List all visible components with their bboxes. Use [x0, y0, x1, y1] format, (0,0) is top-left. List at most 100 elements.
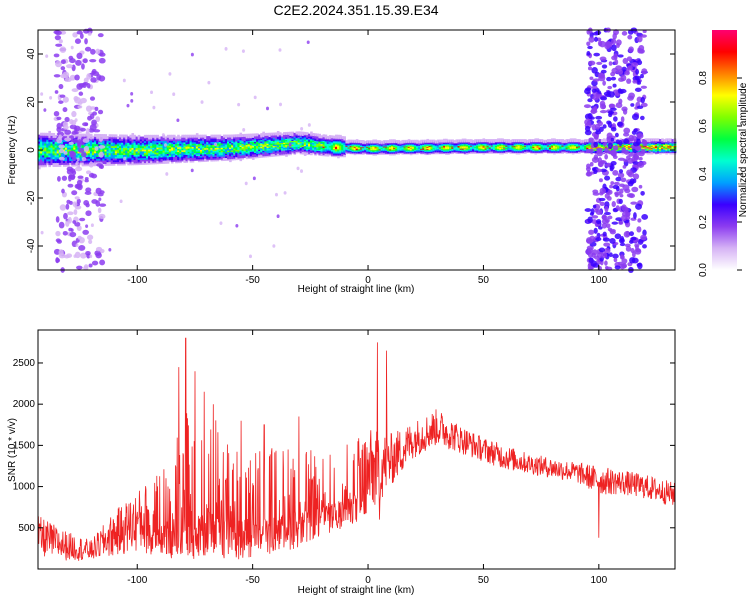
spectrogram-cell: [158, 151, 162, 155]
spectrogram-cell: [318, 133, 322, 137]
spectrogram-cell: [154, 151, 157, 155]
spectrogram-cell: [185, 142, 189, 146]
spectrogram-cell: [409, 139, 413, 143]
spectrogram-cell: [62, 133, 66, 137]
spectrogram-cell: [422, 139, 425, 143]
spectrogram-cell: [210, 134, 214, 138]
spectrogram-cell: [48, 164, 51, 168]
spectrogram-cell: [112, 134, 116, 138]
spectrogram-cell: [499, 138, 502, 142]
spectrogram-cell: [131, 133, 135, 137]
spectrogram-cell: [158, 143, 162, 147]
spectrogram-cell: [175, 149, 178, 153]
spectrogram-cell: [154, 149, 157, 153]
spectrogram-cell: [125, 158, 128, 162]
spectrogram-cell: [75, 133, 78, 137]
spectrogram-cell: [79, 152, 83, 156]
spectrogram-cell: [175, 153, 178, 157]
spectrogram-cell: [187, 144, 191, 148]
spectrogram-cell: [48, 134, 51, 138]
spectrogram-cell: [40, 134, 43, 138]
spectrogram-cell: [173, 134, 176, 138]
spectrogram-cell: [83, 163, 87, 167]
spectrogram-cell: [62, 146, 66, 150]
spectrogram-cell: [197, 153, 201, 157]
spectrogram-cell: [150, 154, 153, 158]
spectrogram-cell: [146, 151, 149, 155]
spectrogram-cell: [160, 151, 164, 155]
spectrogram-cell: [137, 138, 141, 142]
spectrogram-cell: [202, 155, 205, 159]
spectrogram-cell: [233, 134, 236, 138]
spectrogram-cell: [40, 142, 43, 146]
spectrogram-cell: [173, 144, 176, 148]
spectrogram-cell: [584, 139, 587, 143]
spectrogram-cell: [125, 143, 128, 147]
spectrogram-cell: [191, 140, 195, 144]
spectrogram-cell: [339, 134, 342, 138]
spectrogram-cell: [50, 156, 54, 160]
spectrogram-cell: [162, 154, 166, 158]
spectrogram-cell: [106, 155, 110, 159]
spectrogram-cell: [94, 159, 97, 163]
spectrogram-cell: [185, 150, 189, 154]
spectrogram-cell: [108, 137, 112, 141]
spectrogram-cell: [143, 150, 147, 154]
spectrogram-cell: [202, 154, 205, 158]
spectrogram-cell: [127, 139, 130, 143]
spectrogram-cell: [139, 150, 143, 154]
spectrogram-cell: [197, 134, 201, 138]
spectrogram-cell: [193, 156, 197, 160]
spectrogram-cell: [189, 154, 193, 158]
spectrogram-cell: [106, 139, 110, 143]
spectrogram-cell: [44, 138, 47, 142]
spectrogram-cell: [119, 153, 122, 157]
spectrogram-cell: [156, 139, 159, 143]
spectrogram-cell: [152, 161, 155, 165]
spectrogram-cell: [116, 146, 120, 150]
spectrogram-cell: [254, 133, 257, 137]
spectrogram-cell: [38, 134, 41, 138]
spectrogram-cell: [131, 139, 135, 143]
spectrogram-cell: [189, 159, 193, 163]
spectrogram-cell: [133, 143, 137, 147]
spectrogram-cell: [77, 154, 81, 158]
spectrogram-cell: [154, 153, 157, 157]
spectrogram-cell: [54, 154, 58, 158]
spectrogram-cell: [116, 136, 120, 140]
spectrogram-cell: [125, 150, 128, 154]
spectrogram-cell: [150, 149, 153, 153]
spectrogram-cell: [150, 161, 153, 165]
spectrogram-cell: [85, 155, 89, 159]
spectrogram-cell: [85, 150, 89, 154]
spectrogram-cell: [621, 139, 625, 143]
spectrogram-cell: [505, 139, 508, 143]
spectrogram-cell: [308, 133, 311, 137]
spectrogram-cell: [104, 157, 108, 161]
spectrogram-cell: [44, 154, 47, 158]
spectrogram-cell: [69, 148, 72, 152]
spectrogram-cell: [104, 162, 108, 166]
spectrogram-cell: [67, 140, 70, 144]
spectrogram-cell: [135, 143, 139, 147]
spectrogram-cell: [187, 150, 191, 154]
spectrogram-cell: [154, 136, 157, 140]
spectrogram-cell: [200, 159, 203, 163]
spectrogram-cell: [185, 137, 189, 141]
spectrogram-cell: [56, 163, 60, 167]
spectrogram-cell: [139, 146, 143, 150]
spectrogram-cell: [131, 158, 135, 162]
spectrogram-cell: [200, 146, 203, 150]
spectrogram-cell: [137, 141, 141, 145]
spectrogram-cell: [100, 159, 103, 163]
spectrogram-cell: [87, 150, 91, 154]
spectrogram-cell: [202, 157, 205, 161]
spectrogram-cell: [148, 159, 151, 163]
spectrogram-cell: [62, 163, 66, 167]
spectrogram-cell: [44, 148, 47, 152]
spectrogram-cell: [158, 149, 162, 153]
spectrogram-cell: [114, 143, 118, 147]
spectrogram-cell: [96, 141, 99, 145]
spectrogram-cell: [38, 164, 41, 168]
spectrogram-cell: [366, 140, 369, 144]
